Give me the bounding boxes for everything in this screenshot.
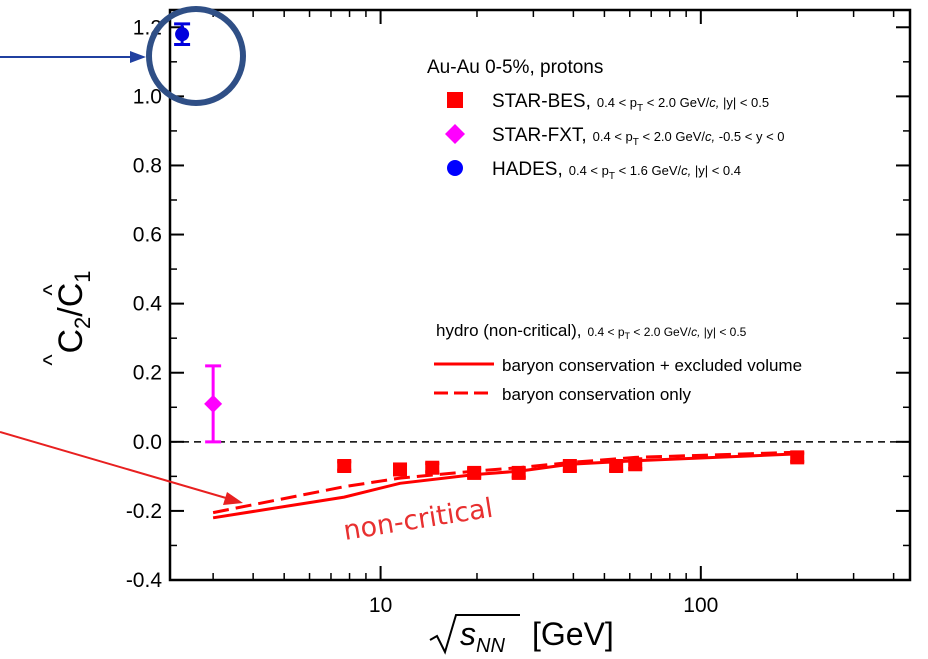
point-hades [175,27,190,42]
y-axis-title: C2/C1 ^ ^ [39,270,95,365]
point-star-bes [790,450,805,465]
legend-label-hades: HADES, 0.4 < pT < 1.6 GeV/c, |y| < 0.4 [492,159,741,182]
ylabel-hat1: ^ [39,354,66,366]
legend-marker-star-fxt [445,124,465,144]
y-tick-label: 0.8 [133,154,162,177]
point-star-bes [511,465,526,480]
x-tick-label: 100 [683,594,718,617]
point-star-bes [467,465,482,480]
y-tick-label: 0.4 [133,293,163,316]
ylabel-hat2: ^ [39,284,66,296]
legend-title: Au-Au 0-5%, protons [427,57,603,78]
xlabel-sub: NN [476,635,505,657]
legend-label-star-fxt: STAR-FXT, 0.4 < pT < 2.0 GeV/c, -0.5 < y … [492,125,785,148]
red-arrow-icon [0,431,243,505]
curve-baryon-only [212,450,798,515]
blue-arrow-icon [0,51,146,63]
ylabel-c2: C [52,329,90,354]
tick-labels: -0.4-0.20.00.20.40.60.81.01.210 100 [126,16,719,617]
x-tick-label: 10 [369,594,392,617]
point-star-bes [337,459,352,473]
highlight-circle [146,6,246,106]
legend-curve-dashed: baryon conservation only [502,385,692,404]
model-curves [212,450,798,520]
sqrt-sign-icon [429,614,520,655]
ylabel-c1: C [52,283,90,308]
non-critical-label: non-critical [341,493,495,547]
data-points [174,22,805,480]
y-tick-label: 0.6 [133,224,162,247]
svg-text:C2/C1: C2/C1 [52,270,95,353]
model-legend-title: hydro (non-critical), 0.4 < pT < 2.0 GeV/… [436,321,747,341]
point-star-bes [562,459,577,473]
ylabel-sub1: 2 [70,317,95,329]
point-star-bes [393,462,408,477]
axes [168,8,912,582]
plot-frame [168,8,912,582]
xlabel-unit: [GeV] [532,616,614,652]
x-axis-title: sNN [GeV] [429,614,614,657]
point-star-bes [609,459,624,473]
y-tick-label: -0.4 [126,569,163,592]
ylabel-slash: / [52,307,90,317]
y-tick-label: -0.2 [126,500,162,523]
legend-label-star-bes: STAR-BES, 0.4 < pT < 2.0 GeV/c, |y| < 0.5 [492,91,769,114]
ylabel-sub2: 1 [70,270,95,282]
point-star-bes [425,460,440,475]
y-tick-label: 0.0 [133,431,162,454]
svg-text:sNN: sNN [460,616,505,657]
legend-curve-solid: baryon conservation + excluded volume [502,356,802,375]
legend-marker-star-bes [447,92,463,108]
point-star-bes [628,457,643,472]
legend: Au-Au 0-5%, protons STAR-BES, 0.4 < pT < … [427,57,802,404]
xlabel-s: s [460,616,476,652]
point-star-fxt [204,394,223,413]
curve-baryon-excluded-volume [212,452,798,520]
y-tick-label: 0.2 [133,362,162,385]
legend-marker-hades [447,160,463,176]
y-tick-label: 1.0 [133,85,162,108]
